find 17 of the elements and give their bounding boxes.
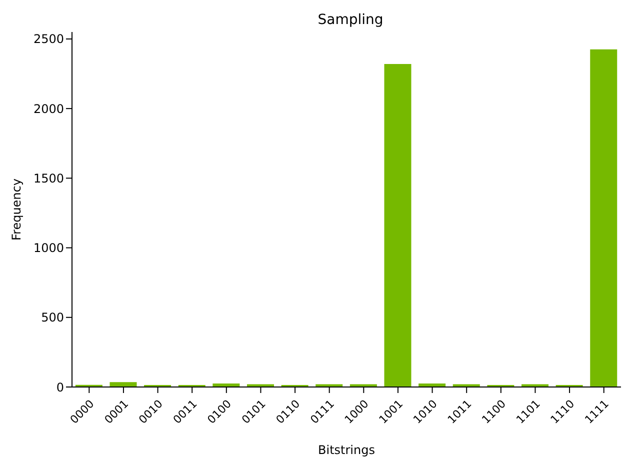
bar xyxy=(384,64,412,387)
bar xyxy=(521,384,548,387)
x-axis-title: Bitstrings xyxy=(318,443,375,457)
y-tick-label: 500 xyxy=(41,310,64,325)
bar xyxy=(246,384,274,387)
y-tick-label: 0 xyxy=(56,380,64,394)
bar xyxy=(110,382,137,387)
y-tick-label: 1500 xyxy=(33,171,64,186)
bar xyxy=(316,384,343,387)
bar xyxy=(452,384,480,387)
y-tick-label: 1000 xyxy=(33,241,64,256)
bar xyxy=(590,49,618,387)
bar xyxy=(350,384,377,387)
y-tick-label: 2000 xyxy=(33,102,64,116)
chart-title: Sampling xyxy=(316,12,384,28)
y-tick-label: 2500 xyxy=(33,32,64,46)
y-axis-title: Frequency xyxy=(9,178,24,240)
